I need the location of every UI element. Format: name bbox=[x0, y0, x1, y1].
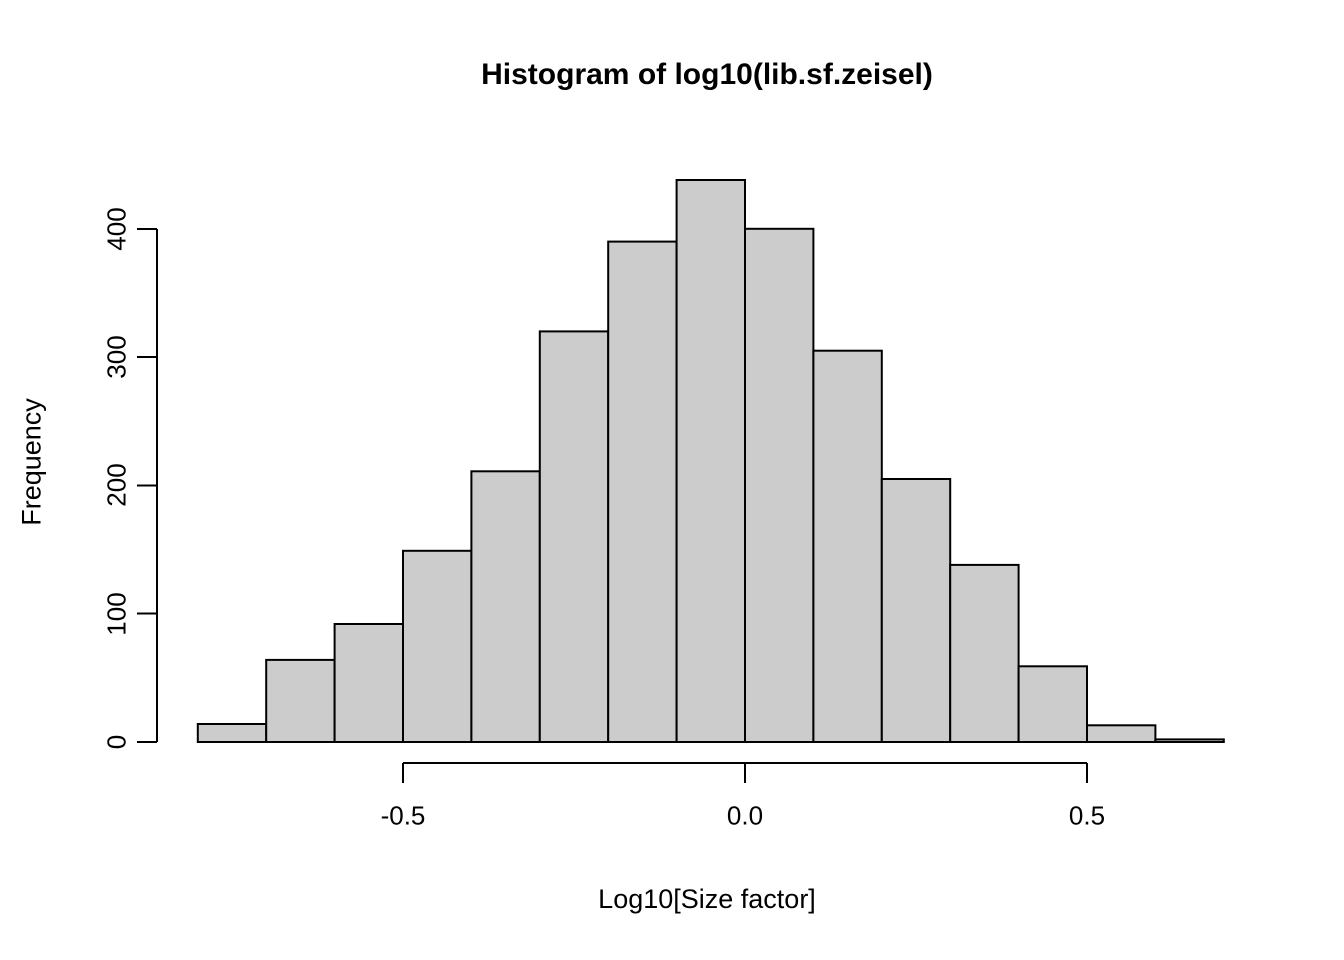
histogram-bar bbox=[1017, 665, 1088, 743]
histogram-bar bbox=[538, 330, 610, 743]
histogram-bar bbox=[470, 470, 541, 743]
x-tick-label: -0.5 bbox=[380, 800, 426, 831]
histogram-bar bbox=[744, 227, 815, 744]
y-tick-label: 400 bbox=[101, 207, 132, 251]
x-tick-label: 0.0 bbox=[726, 800, 764, 831]
y-tick-label: 100 bbox=[101, 591, 132, 636]
chart-title: Histogram of log10(lib.sf.zeisel) bbox=[481, 58, 933, 91]
x-axis-label: Log10[Size factor] bbox=[598, 884, 816, 914]
y-tick-label: 0 bbox=[101, 734, 132, 750]
histogram-bar bbox=[880, 478, 952, 743]
x-tick-label: 0.5 bbox=[1068, 800, 1106, 831]
y-tick-label: 300 bbox=[101, 335, 132, 379]
histogram-bar bbox=[1086, 724, 1157, 743]
histogram-bar bbox=[265, 658, 336, 744]
histogram-bar bbox=[675, 179, 746, 743]
histogram-bar bbox=[812, 349, 883, 743]
y-tick-label: 200 bbox=[101, 463, 132, 508]
histogram-bar bbox=[949, 563, 1020, 744]
histogram-bar bbox=[196, 723, 268, 743]
histogram-bar bbox=[402, 549, 473, 743]
histogram-bar bbox=[607, 240, 678, 743]
histogram-bar bbox=[333, 623, 405, 743]
histogram-bar bbox=[1154, 738, 1225, 744]
